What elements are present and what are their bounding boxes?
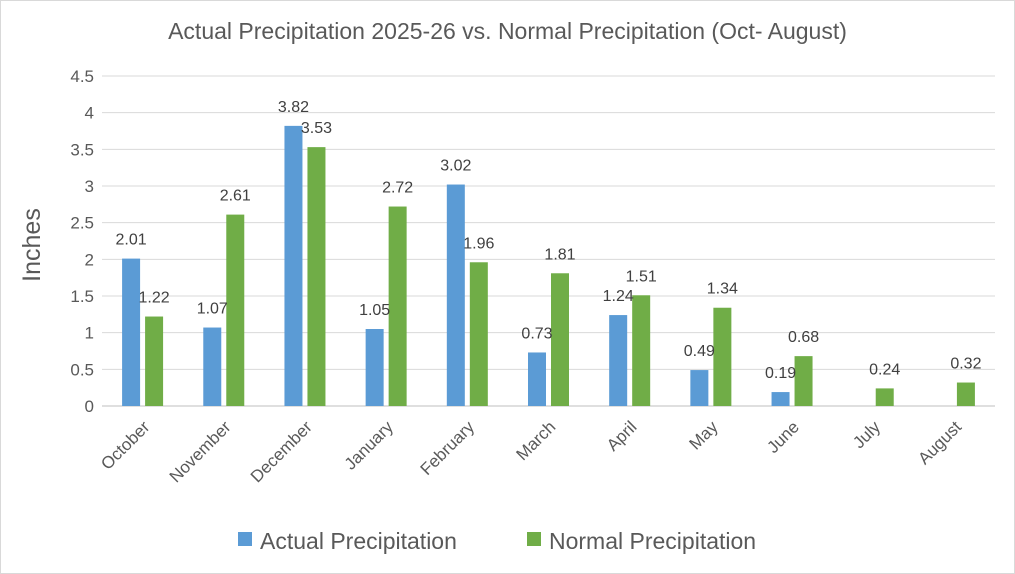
legend-label: Normal Precipitation: [549, 528, 756, 554]
normal-bar-may: [713, 307, 732, 406]
data-label: 1.81: [544, 246, 575, 263]
data-label: 3.53: [301, 120, 332, 137]
data-label: 1.96: [463, 235, 494, 252]
legend-swatch: [527, 532, 541, 546]
normal-bar-december: [307, 147, 326, 406]
y-tick-label: 1.5: [70, 287, 94, 306]
normal-bar-january: [388, 206, 407, 406]
y-axis-label: Inches: [18, 208, 46, 282]
data-label: 3.82: [278, 99, 309, 116]
legend-swatch: [238, 532, 252, 546]
x-category-label: February: [417, 417, 479, 479]
data-label: 1.51: [626, 268, 657, 285]
legend-label: Actual Precipitation: [260, 528, 457, 554]
x-category-label: October: [97, 417, 153, 473]
actual-bar-may: [690, 370, 709, 406]
data-label: 1.05: [359, 302, 390, 319]
actual-bar-february: [446, 184, 465, 406]
y-tick-label: 4.5: [70, 67, 94, 86]
x-category-label: April: [603, 417, 640, 454]
actual-bar-november: [203, 327, 222, 406]
data-label: 0.49: [684, 343, 715, 360]
actual-bar-december: [284, 125, 303, 406]
legend: Actual Precipitation Normal Precipitation: [238, 528, 756, 554]
y-tick-label: 1: [85, 324, 94, 343]
data-label: 1.22: [139, 290, 170, 307]
x-category-label: December: [247, 417, 316, 486]
normal-bar-november: [226, 214, 245, 406]
y-tick-label: 2.5: [70, 214, 94, 233]
x-category-label: May: [686, 417, 722, 453]
data-label: 0.73: [521, 325, 552, 342]
data-label: 2.72: [382, 180, 413, 197]
actual-bar-march: [528, 352, 546, 406]
x-category-label: March: [512, 417, 559, 464]
y-axis-ticks: 0 0.5 1 1.5 2 2.5 3 3.5 4 4.5: [70, 67, 94, 416]
data-label: 2.61: [220, 188, 251, 205]
chart-title: Actual Precipitation 2025-26 vs. Normal …: [168, 18, 847, 44]
data-label: 0.19: [765, 365, 796, 382]
data-label: 1.07: [197, 301, 228, 318]
normal-bar-march: [551, 273, 569, 406]
actual-bar-january: [365, 329, 384, 406]
bars: [122, 125, 975, 406]
normal-bar-april: [632, 295, 651, 406]
x-category-label: June: [763, 417, 803, 457]
data-label: 0.24: [869, 361, 900, 378]
y-tick-label: 2: [85, 250, 94, 269]
actual-bar-october: [122, 258, 141, 406]
y-tick-label: 4: [85, 104, 94, 123]
normal-bar-june: [794, 356, 813, 406]
x-category-label: August: [914, 417, 965, 468]
x-category-label: July: [849, 417, 884, 452]
normal-bar-october: [145, 316, 164, 406]
normal-bar-february: [469, 262, 488, 406]
data-label: 2.01: [116, 232, 147, 249]
x-category-label: January: [341, 417, 398, 474]
data-labels: 2.01 1.22 1.07 2.61 3.82 3.53 1.05 2.72 3.02 1.96…: [116, 99, 982, 382]
y-tick-label: 3.5: [70, 140, 94, 159]
actual-bar-april: [609, 315, 628, 406]
normal-bar-july: [875, 388, 894, 406]
data-label: 1.24: [603, 288, 634, 305]
y-tick-label: 0: [85, 397, 94, 416]
gridlines: [102, 75, 995, 407]
normal-bar-august: [956, 382, 975, 406]
y-tick-label: 3: [85, 177, 94, 196]
y-tick-label: 0.5: [70, 360, 94, 379]
data-label: 0.68: [788, 329, 819, 346]
data-label: 3.02: [440, 158, 471, 175]
x-category-label: November: [166, 417, 235, 486]
data-label: 0.32: [950, 356, 981, 373]
data-label: 1.34: [707, 281, 738, 298]
actual-bar-june: [771, 392, 790, 406]
x-axis-categories: October November December January February Ma…: [97, 417, 965, 486]
